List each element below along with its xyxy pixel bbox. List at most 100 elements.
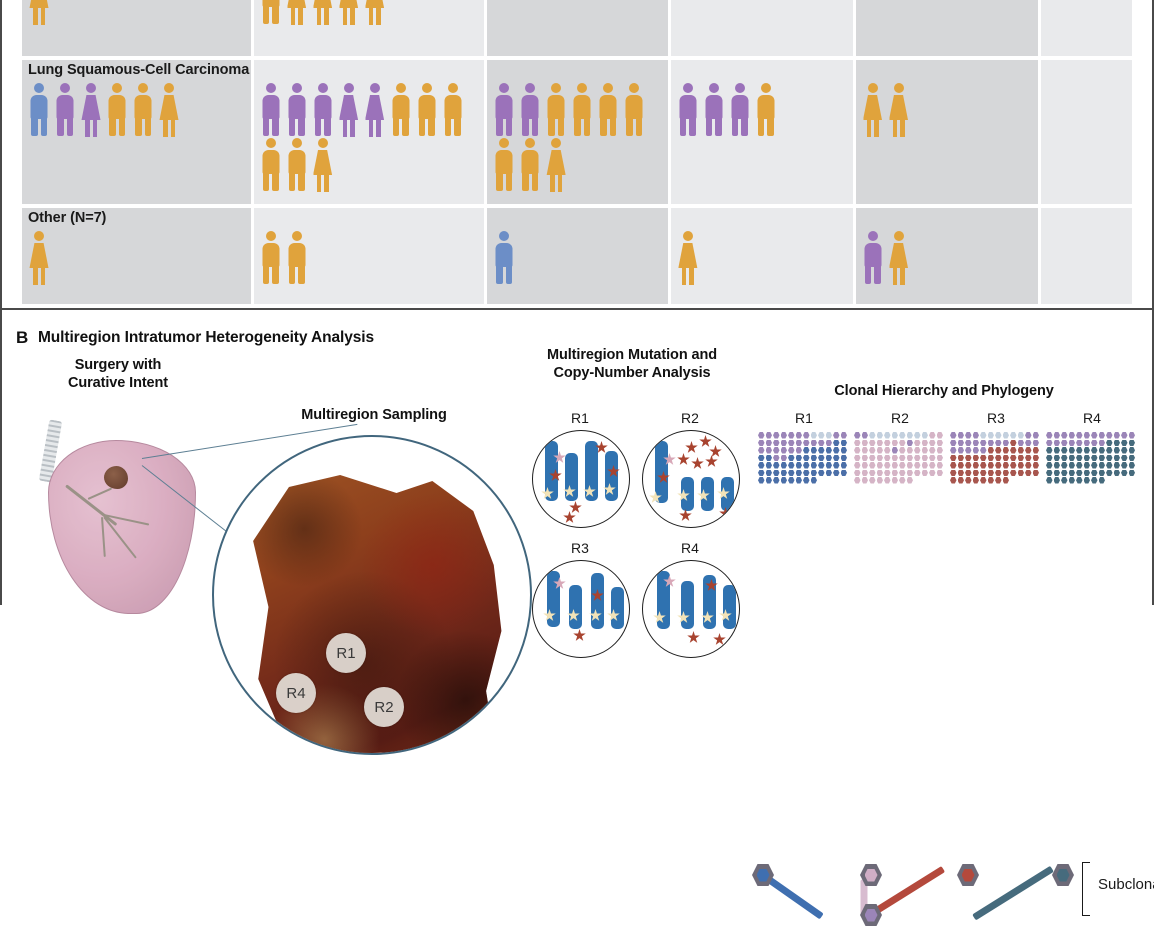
clone-dot: [833, 432, 840, 439]
pictogram-cell: Lung Squamous-Cell Carcinoma (N=32): [22, 60, 251, 204]
person-head: [317, 138, 328, 148]
clone-dot: [1010, 439, 1017, 446]
person-leg-right: [272, 115, 279, 136]
clone-dot: [936, 439, 943, 446]
clone-dot: [773, 462, 780, 469]
clone-dot: [995, 439, 1002, 446]
pictogram-row-label: Other (N=7): [28, 210, 107, 226]
pictogram-cell: [670, 0, 853, 56]
clone-dot: [1017, 439, 1024, 446]
person-icon-male: [104, 82, 130, 137]
clone-dot: [936, 447, 943, 454]
person-torso: [625, 95, 643, 119]
person-torso: [287, 0, 307, 8]
clone-dot: [1128, 439, 1135, 446]
clone-dot: [861, 447, 868, 454]
clone-dot: [906, 477, 913, 484]
person-leg-right: [741, 115, 748, 136]
pictogram-cell: [487, 60, 668, 204]
mutation-star-icon: [549, 469, 562, 481]
clone-dot: [1010, 447, 1017, 454]
clone-dot: [833, 447, 840, 454]
clone-dot: [1091, 462, 1098, 469]
clone-dot: [1068, 439, 1075, 446]
person-leg-right: [40, 267, 45, 285]
person-leg-left: [33, 267, 38, 285]
clone-dot: [891, 432, 898, 439]
person-torso: [599, 95, 617, 119]
mutation-star-icon: [713, 633, 726, 645]
person-leg-right: [454, 115, 461, 136]
person-head: [893, 231, 904, 241]
clone-dot: [957, 469, 964, 476]
person-head: [525, 83, 536, 93]
clone-dot: [1076, 454, 1083, 461]
clone-dot: [854, 447, 861, 454]
clone-dot: [876, 454, 883, 461]
clone-dot: [780, 454, 787, 461]
clone-dot: [1061, 469, 1068, 476]
pictogram-figure-group: [26, 230, 249, 285]
panel-b-heterogeneity-analysis: B Multiregion Intratumor Heterogeneity A…: [2, 310, 1154, 926]
person-head: [291, 83, 302, 93]
clone-dot: [758, 432, 765, 439]
pictogram-figure-group: [258, 0, 483, 25]
mutation-star-icon: [699, 435, 712, 447]
clone-dot: [1076, 447, 1083, 454]
mutation-star-icon: [563, 511, 576, 523]
phylo-branch-blue: [763, 874, 824, 920]
clone-dot: [980, 439, 987, 446]
clone-dot: [987, 477, 994, 484]
clone-dot: [1121, 462, 1128, 469]
clone-dot: [972, 462, 979, 469]
mutation-star-icon: [553, 577, 566, 589]
clone-dot: [950, 462, 957, 469]
person-leg-left: [262, 263, 270, 284]
clone-dot: [780, 447, 787, 454]
clone-dot: [1121, 469, 1128, 476]
clone-dot: [840, 469, 847, 476]
clone-dot: [929, 439, 936, 446]
mutation-star-icon: [595, 441, 608, 453]
specimen-circle: R1 R4 R2: [212, 435, 532, 755]
person-head: [86, 83, 96, 93]
person-leg-right: [66, 115, 73, 136]
person-head: [867, 231, 878, 241]
phylogeny-node-hexagon: [957, 864, 979, 886]
person-head: [629, 83, 640, 93]
phylogeny-node-hexagon: [1052, 864, 1074, 886]
clone-dot: [1128, 454, 1135, 461]
clone-dot: [795, 477, 802, 484]
clone-dot: [803, 469, 810, 476]
clone-dot: [957, 447, 964, 454]
clone-dot: [825, 432, 832, 439]
clone-dot: [861, 469, 868, 476]
person-leg-left: [574, 115, 581, 136]
clone-dot: [995, 462, 1002, 469]
clone-dot: [1010, 469, 1017, 476]
clone-dot: [810, 454, 817, 461]
pictogram-cell: [855, 0, 1039, 56]
person-icon-male: [258, 0, 284, 25]
clone-dot: [1128, 469, 1135, 476]
clone-dot: [1121, 447, 1128, 454]
clone-dot: [1053, 462, 1060, 469]
mutation-star-icon: [677, 453, 690, 465]
clone-dot: [1025, 432, 1032, 439]
person-leg-left: [342, 119, 348, 137]
person-icon-male: [595, 82, 621, 137]
person-torso: [56, 95, 74, 119]
clone-dot: [899, 447, 906, 454]
clone-dot: [899, 454, 906, 461]
clone-dot: [1121, 432, 1128, 439]
pictogram-cell: [1041, 60, 1132, 204]
clone-dot: [869, 477, 876, 484]
clone-dot: [950, 469, 957, 476]
clone-dot: [921, 469, 928, 476]
clone-dot: [1091, 439, 1098, 446]
phylogeny-node-core: [961, 868, 975, 882]
mutation-circle-label: R2: [681, 410, 699, 426]
mutation-circle: [642, 560, 740, 658]
mutation-star-icon: [705, 579, 718, 591]
person-icon-male: [517, 82, 543, 137]
